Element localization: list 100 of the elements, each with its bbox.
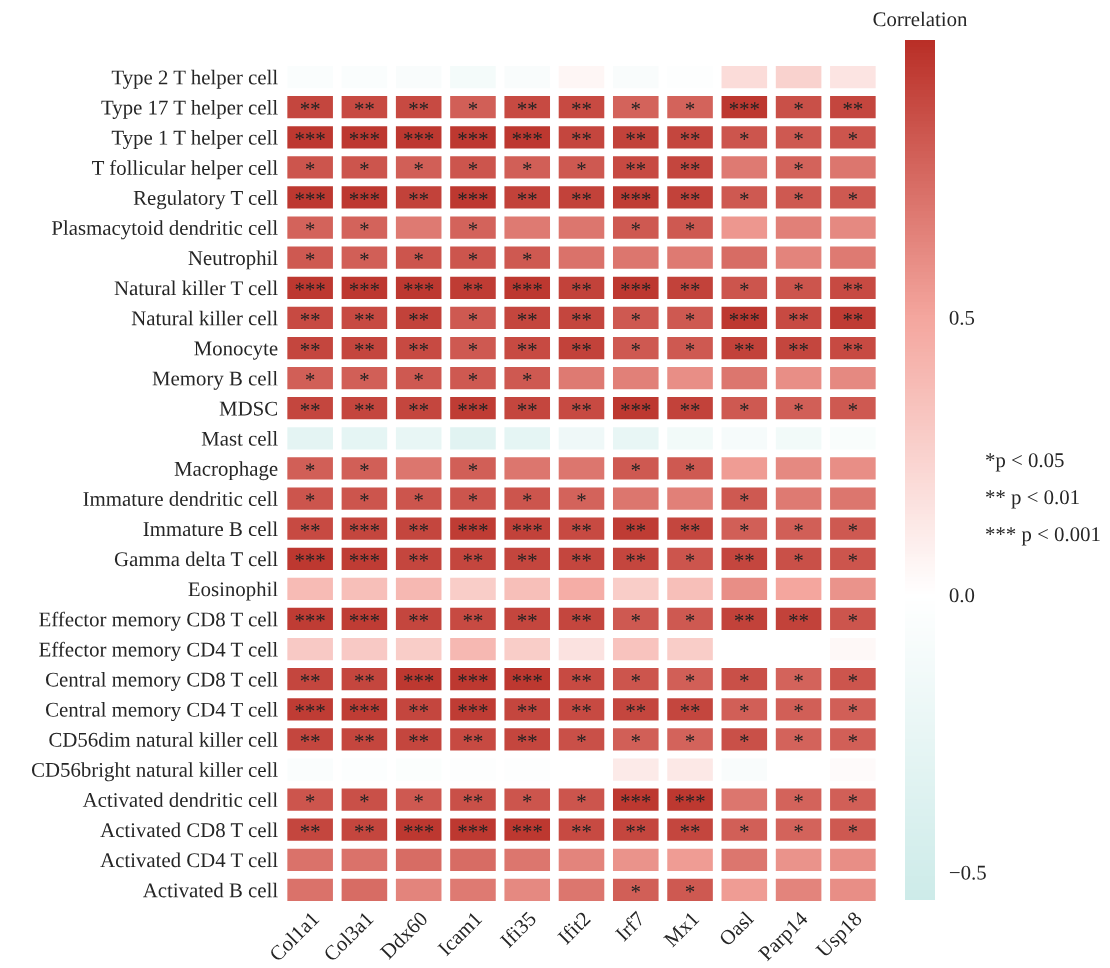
data-label: ** bbox=[517, 192, 537, 201]
data-label: ** bbox=[355, 312, 374, 321]
data-label: * bbox=[740, 493, 749, 502]
data-label: * bbox=[468, 373, 478, 381]
data-label: ** bbox=[300, 343, 320, 351]
data-label: * bbox=[577, 794, 586, 803]
data-label: * bbox=[631, 884, 640, 893]
y-tick-label: Immature dendritic cell bbox=[83, 491, 278, 506]
data-label: * bbox=[740, 704, 749, 712]
data-label: ** bbox=[572, 192, 591, 201]
data-label: * bbox=[414, 162, 423, 170]
x-tick-label: Oasl bbox=[717, 910, 755, 947]
data-label: *** bbox=[404, 674, 434, 682]
data-label: * bbox=[631, 102, 640, 110]
data-label: ** bbox=[517, 613, 537, 622]
data-label: * bbox=[685, 222, 695, 231]
data-label: ** bbox=[300, 674, 320, 682]
y-tick-label: Eosinophil bbox=[188, 581, 278, 601]
data-label: ** bbox=[680, 282, 700, 291]
data-label: * bbox=[794, 282, 803, 291]
data-label: ** bbox=[517, 102, 537, 110]
data-label: ** bbox=[680, 192, 700, 201]
data-label: * bbox=[360, 493, 369, 502]
data-label: *** bbox=[458, 674, 488, 682]
data-label: * bbox=[468, 162, 478, 170]
data-label: *** bbox=[621, 403, 651, 411]
data-label: ** bbox=[517, 704, 537, 712]
y-tick-label: Macrophage bbox=[174, 461, 278, 481]
data-label: * bbox=[848, 403, 858, 411]
y-tick-label: Type 17 T helper cell bbox=[101, 99, 278, 119]
y-tick-label: CD56bright natural killer cell bbox=[31, 762, 278, 782]
data-label: ** bbox=[409, 613, 429, 622]
data-label: *** bbox=[295, 613, 325, 622]
data-label: ** bbox=[409, 343, 429, 351]
data-label: * bbox=[794, 734, 803, 743]
data-label: ** bbox=[355, 734, 374, 743]
data-label: ** bbox=[680, 704, 700, 712]
data-label: * bbox=[631, 343, 640, 351]
data-label: * bbox=[794, 523, 803, 532]
data-label: * bbox=[794, 162, 803, 170]
y-tick-label: Central memory CD8 T cell bbox=[45, 671, 278, 691]
data-label: ** bbox=[626, 704, 646, 712]
x-tick-label: Irf7 bbox=[614, 910, 646, 942]
data-label: *** bbox=[404, 824, 434, 833]
data-label: * bbox=[685, 553, 695, 562]
data-label: ** bbox=[572, 553, 591, 562]
data-label: ** bbox=[572, 613, 591, 622]
data-label: * bbox=[414, 373, 423, 381]
y-tick-label: Central memory CD4 T cell bbox=[45, 702, 278, 722]
data-label: * bbox=[848, 613, 858, 622]
data-label: * bbox=[360, 463, 369, 472]
data-label: ** bbox=[626, 553, 646, 562]
data-label: *** bbox=[512, 132, 542, 140]
y-tick-label: Effector memory CD8 T cell bbox=[39, 611, 278, 631]
data-label: ** bbox=[843, 343, 863, 351]
data-label: * bbox=[848, 824, 858, 833]
y-tick-label: CD56dim natural killer cell bbox=[49, 732, 278, 747]
data-label: * bbox=[794, 824, 803, 833]
data-label: *** bbox=[404, 132, 434, 140]
y-tick-label: Natural killer T cell bbox=[114, 280, 278, 296]
data-label: ** bbox=[572, 523, 591, 532]
data-label: ** bbox=[355, 343, 374, 351]
data-label: * bbox=[523, 373, 532, 381]
data-label: ** bbox=[300, 312, 320, 321]
color-bar-label: 0.0 bbox=[949, 588, 975, 603]
data-label: * bbox=[468, 102, 478, 110]
data-label: * bbox=[468, 252, 478, 261]
data-label: *** bbox=[458, 824, 488, 833]
data-label: * bbox=[740, 734, 749, 743]
data-label: *** bbox=[458, 523, 488, 532]
data-label: * bbox=[305, 794, 315, 803]
data-label: ** bbox=[626, 162, 646, 170]
data-label: *** bbox=[512, 674, 542, 682]
y-tick-label: Activated CD8 T cell bbox=[100, 822, 278, 838]
data-label: * bbox=[740, 132, 749, 140]
data-label: * bbox=[848, 794, 858, 803]
data-label: *** bbox=[349, 192, 380, 201]
data-label: ** bbox=[300, 734, 320, 743]
data-label: * bbox=[848, 192, 858, 201]
data-label: *** bbox=[458, 403, 488, 411]
data-label: * bbox=[685, 884, 695, 893]
data-label: ** bbox=[734, 553, 754, 562]
data-label: ** bbox=[680, 132, 700, 140]
data-label: *** bbox=[349, 523, 380, 532]
data-label: * bbox=[360, 162, 369, 170]
data-label: *** bbox=[349, 613, 380, 622]
data-label: ** bbox=[843, 312, 863, 321]
data-label: * bbox=[740, 824, 749, 833]
data-label: * bbox=[631, 463, 640, 472]
data-label: * bbox=[794, 674, 803, 682]
data-label: *** bbox=[621, 282, 651, 291]
data-label: * bbox=[740, 282, 749, 291]
data-label: ** bbox=[789, 613, 809, 622]
data-label: ** bbox=[572, 102, 591, 110]
data-label: ** bbox=[355, 824, 374, 833]
data-label: *** bbox=[404, 282, 434, 291]
data-label: * bbox=[305, 373, 315, 381]
data-label: ** bbox=[409, 523, 429, 532]
y-tick-label: Plasmacytoid dendritic cell bbox=[51, 220, 278, 240]
data-label: * bbox=[848, 674, 858, 682]
